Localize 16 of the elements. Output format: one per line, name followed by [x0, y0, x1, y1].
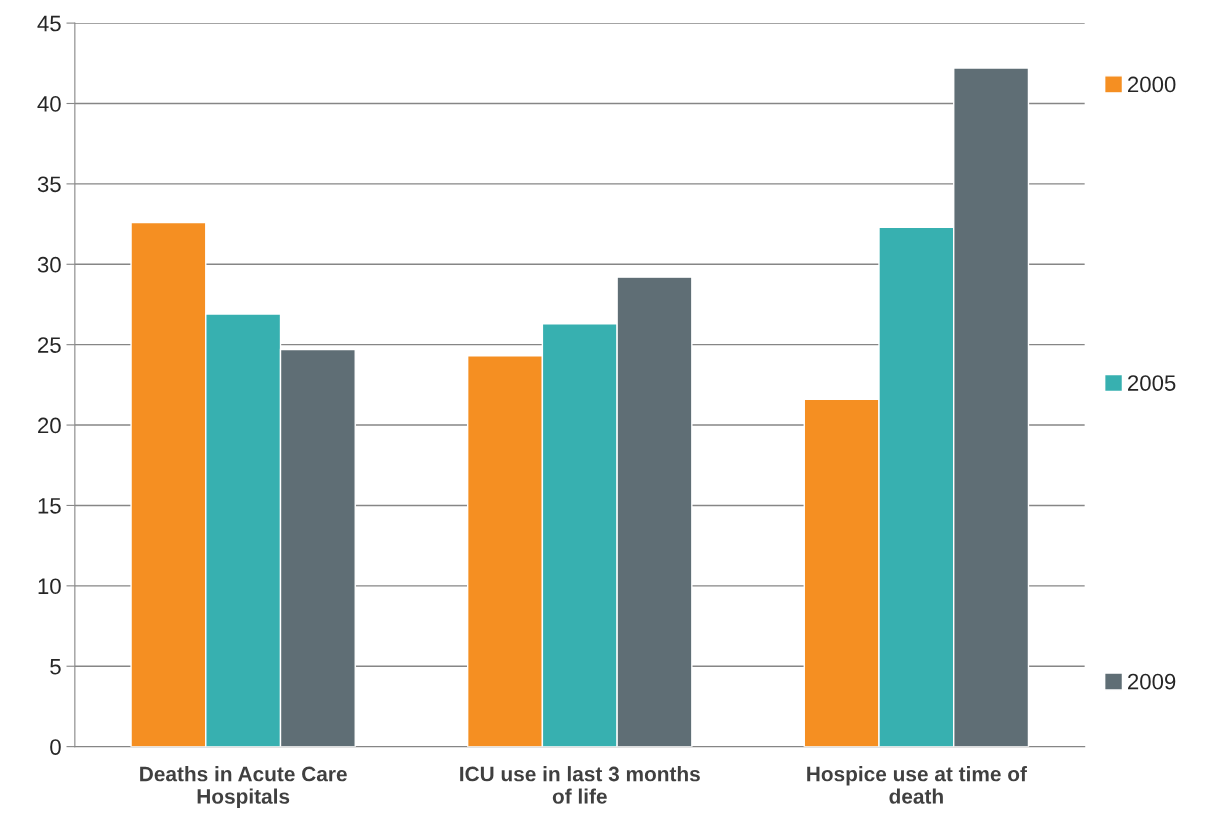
legend-label: 2009 — [1128, 673, 1176, 690]
x-tick-label: ICU use in last 3 months of life — [460, 766, 700, 804]
y-tick-label: 0 — [50, 739, 61, 755]
y-tick-label: 5 — [50, 659, 61, 675]
legend-label: 2000 — [1128, 76, 1176, 93]
x-tick-label: Hospice use at time of death — [807, 766, 1027, 804]
y-tick-label: 30 — [37, 256, 61, 273]
y-tick-label: 25 — [38, 337, 61, 353]
y-tick-label: 20 — [38, 417, 61, 434]
legend-label: 2005 — [1128, 375, 1176, 391]
y-tick-label: 35 — [37, 176, 61, 193]
y-tick-label: 10 — [38, 578, 61, 595]
y-tick-label: 15 — [38, 498, 61, 514]
y-tick-label: 45 — [37, 15, 61, 32]
x-tick-label: Deaths in Acute Care Hospitals — [140, 766, 347, 808]
y-tick-label: 40 — [37, 96, 61, 112]
